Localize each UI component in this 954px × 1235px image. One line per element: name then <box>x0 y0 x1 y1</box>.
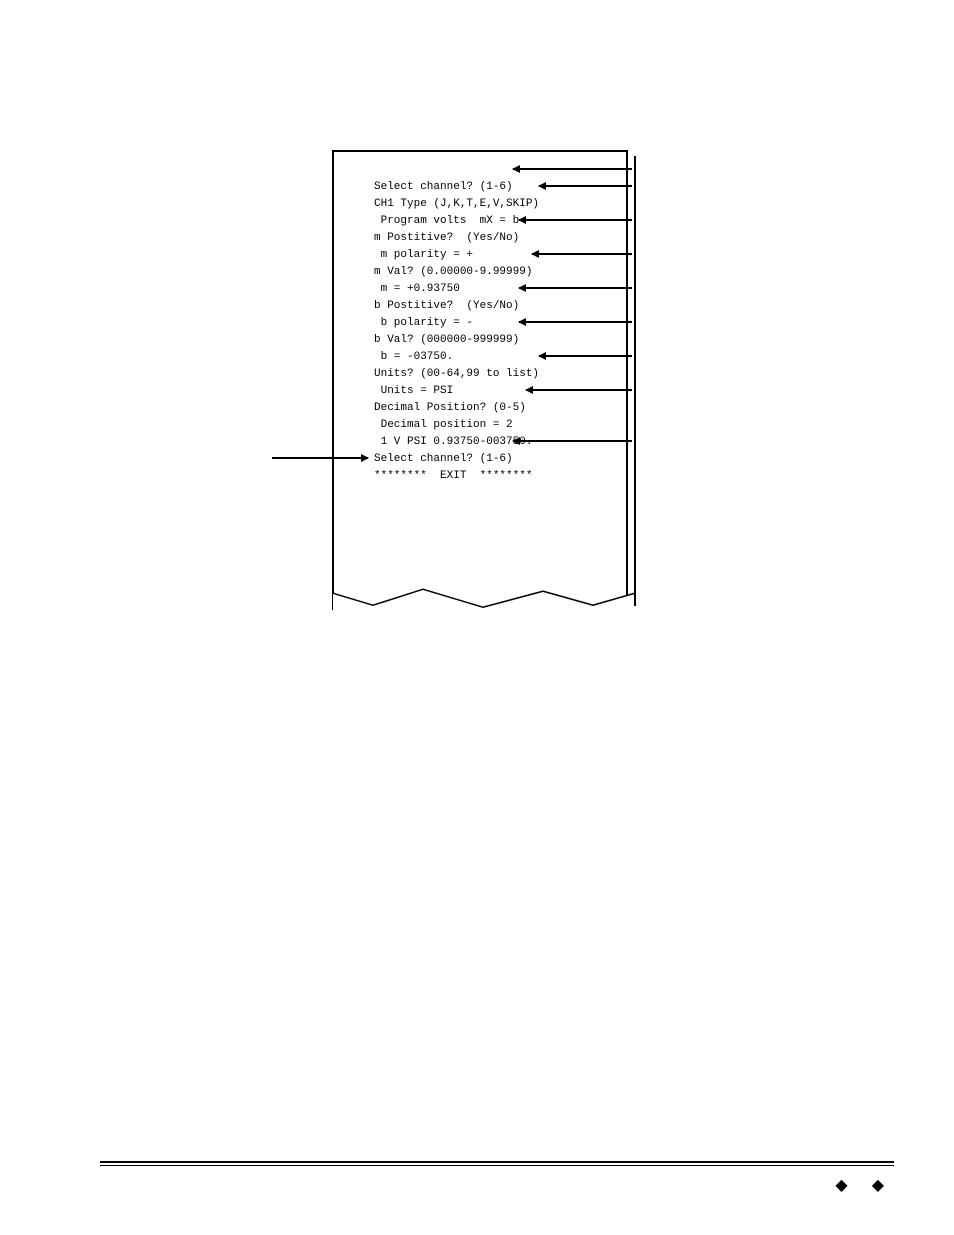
arrow-in-icon <box>519 287 632 289</box>
arrow-out-icon <box>272 457 368 459</box>
paper-shadow <box>634 156 636 606</box>
footer-rule <box>100 1161 894 1165</box>
arrow-in-icon <box>513 440 632 442</box>
arrow-in-icon <box>539 355 632 357</box>
torn-edge-icon <box>333 584 635 612</box>
arrow-in-icon <box>519 321 632 323</box>
arrow-in-icon <box>513 168 632 170</box>
arrow-in-icon <box>526 389 632 391</box>
arrow-in-icon <box>539 185 632 187</box>
page: Select channel? (1-6) CH1 Type (J,K,T,E,… <box>0 0 954 1235</box>
arrow-in-icon <box>532 253 632 255</box>
footer-ornament-icon: ◆ ◆ <box>835 1175 894 1195</box>
printout-container: Select channel? (1-6) CH1 Type (J,K,T,E,… <box>332 150 632 650</box>
arrow-in-icon <box>519 219 632 221</box>
